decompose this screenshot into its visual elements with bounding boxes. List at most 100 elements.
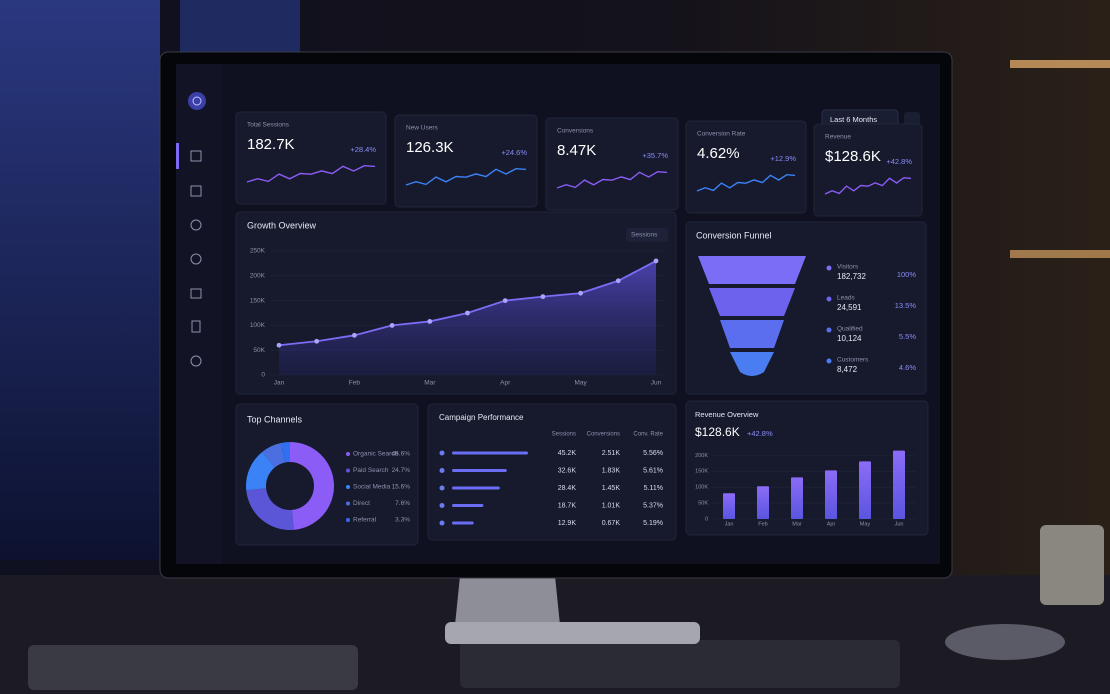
legend-dot (346, 501, 350, 506)
row-dot (439, 520, 445, 526)
donut-slice (262, 442, 286, 468)
legend-value: 15.6% (392, 484, 411, 491)
donut-slice (246, 451, 275, 491)
kpi-card (545, 117, 679, 211)
kpi-change: +42.8% (886, 157, 912, 166)
sparkline (824, 176, 912, 195)
conversions-cell: 1.83K (602, 467, 621, 474)
nav-goals[interactable] (190, 253, 202, 265)
stage-value: 24,591 (837, 303, 862, 312)
y-tick-label: 150K (250, 297, 266, 304)
y-tick-label: 200K (250, 273, 266, 280)
nav-settings[interactable] (190, 355, 202, 367)
kpi-change: +12.9% (770, 154, 796, 163)
x-tick-label: Mar (424, 380, 436, 387)
rate-cell: 5.19% (643, 520, 663, 527)
session-bar (452, 504, 484, 507)
panel-title: Top Channels (247, 414, 303, 424)
stage-value: 8,472 (837, 365, 858, 374)
y-tick-label: 50K (253, 347, 265, 354)
filter-button[interactable] (904, 112, 920, 127)
point (465, 310, 470, 316)
point (352, 332, 357, 338)
mouse (945, 624, 1065, 660)
stage-label: Visitors (837, 264, 859, 271)
kpi-card (394, 114, 538, 208)
stage-percent: 5.5% (899, 332, 916, 341)
column-header: Conversions (587, 432, 620, 438)
kpi-label: Total Sessions (247, 122, 290, 129)
panel (685, 400, 929, 536)
x-tick-label: Feb (349, 380, 361, 387)
area (279, 260, 656, 375)
sessions-cell: 45.2K (558, 450, 577, 457)
panel-title: Growth Overview (247, 220, 317, 230)
donut-slice (246, 488, 294, 530)
metric-selector[interactable] (626, 228, 668, 242)
stage-percent: 13.5% (895, 301, 917, 310)
kpi-change: +35.7% (642, 151, 668, 160)
conversions-cell: 0.67K (602, 520, 621, 527)
stage-dot (826, 265, 832, 271)
legend-label: Referral (353, 517, 377, 524)
bar (791, 477, 803, 519)
column-header: Conv. Rate (633, 432, 663, 438)
mug (1040, 525, 1104, 605)
kpi-value: 182.7K (247, 136, 295, 153)
x-tick-label: Jan (725, 521, 734, 527)
panel-title: Campaign Performance (439, 413, 524, 422)
column-header: Sessions (552, 432, 576, 438)
monitor-stand (455, 576, 560, 625)
x-tick-label: Mar (792, 521, 802, 527)
rate-cell: 5.61% (643, 467, 663, 474)
date-filter-label: Last 6 Months (830, 115, 877, 124)
nav-docs[interactable] (191, 320, 201, 333)
kpi-label: Conversion Rate (697, 131, 746, 138)
bar (893, 450, 905, 519)
headline: $128.6K (695, 425, 740, 439)
funnel-stage (709, 288, 795, 316)
panel-title: Conversion Funnel (696, 230, 772, 240)
session-bar (452, 521, 474, 525)
nav-users[interactable] (190, 219, 202, 231)
point (615, 278, 621, 284)
point (540, 294, 546, 300)
kpi-value: 4.62% (697, 145, 740, 162)
bar (825, 470, 837, 519)
bar (757, 486, 769, 519)
point (427, 319, 433, 324)
sessions-cell: 28.4K (558, 485, 577, 492)
metric-selector-label: Sessions (631, 232, 658, 239)
kpi-card (685, 120, 807, 214)
bar (859, 461, 871, 519)
point (314, 338, 320, 344)
kpi-label: New Users (406, 125, 439, 132)
donut-slice (280, 442, 290, 463)
nav-reports[interactable] (190, 185, 202, 197)
nav-mail[interactable] (190, 288, 202, 299)
kpi-value: $128.6K (825, 148, 881, 165)
legend-value: 24.7% (392, 467, 411, 474)
stage-value: 10,124 (837, 334, 862, 343)
y-tick-label: 200K (695, 453, 708, 459)
sessions-cell: 32.6K (558, 467, 577, 474)
headline-change: +42.8% (747, 429, 773, 438)
row-dot (439, 468, 445, 473)
x-tick-label: Feb (758, 521, 767, 527)
kpi-label: Revenue (825, 134, 851, 141)
panel-title: Revenue Overview (695, 410, 759, 419)
rate-cell: 5.37% (643, 502, 663, 509)
nav-dashboard[interactable] (190, 150, 202, 162)
stage-label: Leads (837, 295, 855, 302)
legend-label: Paid Search (353, 467, 389, 474)
stage-dot (826, 358, 832, 364)
x-tick-label: Apr (500, 380, 511, 387)
x-tick-label: Apr (827, 521, 836, 527)
kpi-value: 126.3K (406, 139, 454, 156)
x-tick-label: May (860, 521, 871, 527)
y-tick-label: 100K (695, 485, 708, 491)
sessions-cell: 18.7K (558, 502, 577, 509)
legend-value: 7.6% (395, 500, 410, 507)
bar (723, 493, 735, 519)
